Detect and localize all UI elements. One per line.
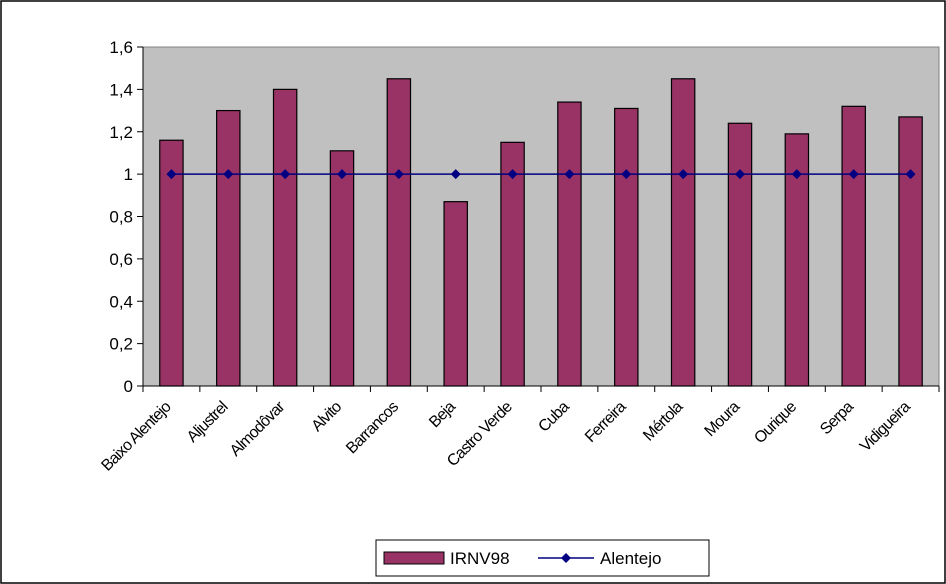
y-axis: 0 0,2 0,4 0,6 0,8 1 1,2 1,4 1,6 — [109, 38, 144, 396]
line-point — [393, 169, 404, 180]
line-point — [791, 169, 802, 180]
line-point — [905, 169, 916, 180]
bar — [898, 116, 923, 387]
legend-label: IRNV98 — [450, 549, 510, 568]
y-tick-label: 1 — [124, 165, 133, 184]
legend-swatch-marker — [561, 553, 571, 563]
line-point — [166, 169, 177, 180]
bar — [557, 101, 582, 387]
bar-series — [159, 78, 923, 387]
y-tick-label: 1,2 — [109, 123, 133, 142]
legend-swatch-bar — [383, 551, 445, 565]
legend: IRNV98 Alentejo — [375, 539, 710, 577]
line-point — [564, 169, 575, 180]
bar — [727, 122, 753, 387]
bar — [670, 78, 696, 387]
line-point — [507, 169, 518, 180]
bar — [159, 139, 184, 387]
bar — [216, 109, 241, 387]
bar — [443, 201, 468, 387]
bar — [329, 150, 355, 387]
y-tick-label: 1,6 — [109, 38, 133, 57]
line-point — [337, 169, 347, 180]
y-tick-label: 0,8 — [109, 208, 133, 227]
line-point — [223, 169, 234, 180]
y-tick-label: 0,4 — [109, 292, 133, 311]
bar — [386, 78, 412, 387]
line-point — [450, 169, 461, 180]
bar — [614, 107, 639, 387]
line-series — [166, 169, 916, 180]
y-tick-label: 0,2 — [109, 335, 133, 354]
line-point — [678, 169, 689, 180]
y-tick-label: 1,4 — [109, 80, 133, 99]
bar — [500, 141, 525, 387]
y-tick-label: 0 — [124, 377, 133, 396]
line-point — [735, 169, 745, 180]
line-point — [848, 169, 859, 180]
bar — [841, 105, 866, 387]
bar — [272, 88, 298, 387]
y-tick-label: 0,6 — [109, 250, 133, 269]
bar — [784, 133, 810, 387]
line-point — [621, 169, 632, 180]
legend-label: Alentejo — [600, 549, 661, 568]
plot-area — [142, 46, 940, 387]
line-point — [280, 169, 291, 180]
